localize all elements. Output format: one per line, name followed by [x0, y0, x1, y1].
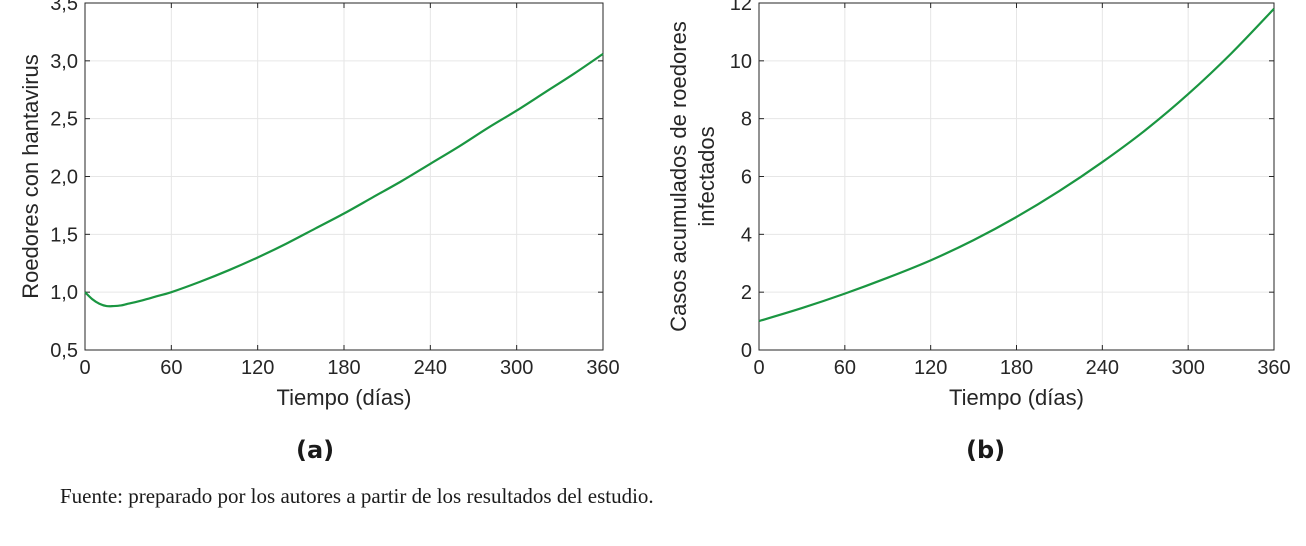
chart-a-ytick-label-4: 2,5 [50, 109, 78, 131]
chart-b-ytick-label-6: 12 [730, 0, 752, 15]
chart-b-xtick-label-6: 360 [1257, 357, 1290, 379]
panel-b-label: (b) [966, 436, 1006, 464]
chart-a-ytick-label-3: 2,0 [50, 167, 78, 189]
chart-b-ytick-label-4: 8 [741, 109, 752, 131]
chart-a-xtick-label-4: 240 [414, 357, 447, 379]
chart-a-ytick-label-6: 3,5 [50, 0, 78, 15]
chart-a-xtick-label-0: 0 [79, 357, 90, 379]
chart-b-xtick-label-3: 180 [1000, 357, 1033, 379]
chart-b-xtick-label-0: 0 [753, 357, 764, 379]
chart-a-ytick-label-5: 3,0 [50, 51, 78, 73]
chart-a-xtick-label-3: 180 [327, 357, 360, 379]
chart-b-ytick-label-2: 4 [741, 224, 752, 246]
chart-a-ytick-label-2: 1,5 [50, 224, 78, 246]
chart-b-ytick-label-5: 10 [730, 51, 752, 73]
chart-a-series-line-0 [84, 52, 604, 308]
chart-b-xtick-label-2: 120 [914, 357, 947, 379]
chart-a-ytick-label-1: 1,0 [50, 282, 78, 304]
chart-a-ytick-label-0: 0,5 [50, 340, 78, 362]
chart-b-ytick-label-1: 2 [741, 282, 752, 304]
chart-b-xtick-label-5: 300 [1171, 357, 1204, 379]
chart-a-xtick-label-6: 360 [586, 357, 619, 379]
chart-panel-a: 0 60 120 180 240 300 360 0,5 1,0 1,5 2,0 2,5 3,0 3,5 T… [0, 0, 650, 415]
chart-a-svg: 0 60 120 180 240 300 360 0,5 1,0 1,5 2,0 2,5 3,0 3,5 T… [18, 0, 620, 410]
chart-b-ylabel-line-1: infectados [694, 126, 719, 226]
chart-b-xlabel: Tiempo (días) [949, 385, 1084, 410]
chart-b-xtick-label-1: 60 [834, 357, 856, 379]
source-note: Fuente: preparado por los autores a part… [60, 484, 654, 508]
chart-a-xlabel: Tiempo (días) [277, 385, 412, 410]
chart-a-xtick-label-1: 60 [160, 357, 182, 379]
chart-a-ylabel: Roedores con hantavirus [18, 54, 43, 299]
chart-b-ylabel-line-0: Casos acumulados de roedores [666, 21, 691, 332]
chart-b-ytick-label-0: 0 [741, 340, 752, 362]
chart-b-xtick-label-4: 240 [1086, 357, 1119, 379]
chart-a-xtick-label-2: 120 [241, 357, 274, 379]
chart-b-series-line-0 [758, 8, 1275, 323]
chart-a-xtick-label-5: 300 [500, 357, 533, 379]
chart-panel-b: 0 60 120 180 240 300 360 0 2 4 6 8 10 12 Tiempo (días)… [662, 0, 1306, 415]
panel-a-label: (a) [296, 436, 335, 464]
chart-b-svg: 0 60 120 180 240 300 360 0 2 4 6 8 10 12 Tiempo (días)… [666, 0, 1291, 410]
chart-b-ytick-label-3: 6 [741, 167, 752, 189]
